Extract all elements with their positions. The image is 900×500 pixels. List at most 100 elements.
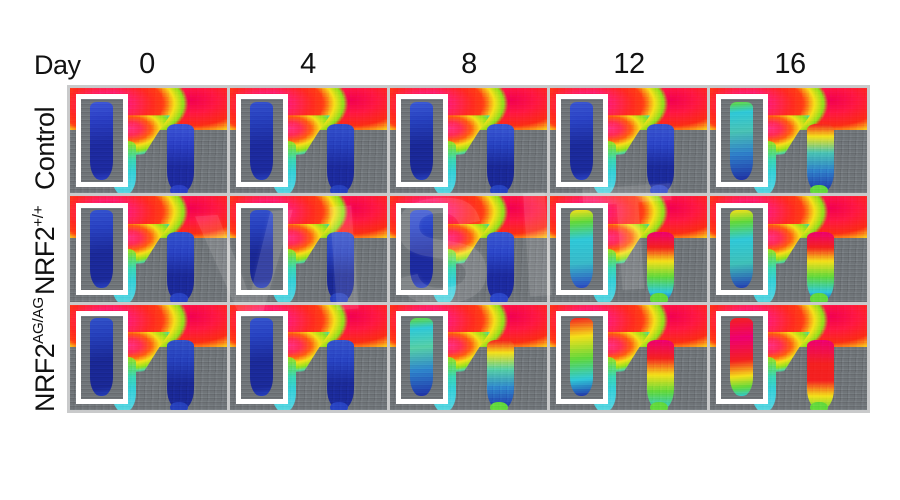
- ischemic-limb-region: [167, 232, 195, 302]
- roi-limb-perfusion: [729, 101, 754, 180]
- ischemic-foot-region: [650, 401, 668, 410]
- roi-highlight-box: [716, 202, 769, 296]
- perfusion-panel: [710, 88, 867, 194]
- roi-inset-scan: [81, 207, 124, 291]
- ischemic-limb-region: [487, 232, 515, 302]
- ischemic-limb-region: [647, 232, 675, 302]
- roi-highlight-box: [396, 202, 449, 296]
- roi-highlight-box: [556, 202, 609, 296]
- roi-inset-scan: [241, 207, 284, 291]
- roi-limb-perfusion: [409, 101, 434, 180]
- row-label-nrf2-ag-text: NRF2: [30, 343, 60, 412]
- roi-limb-perfusion: [729, 210, 754, 288]
- roi-limb-perfusion: [569, 101, 594, 180]
- ischemic-limb-region: [167, 340, 195, 410]
- perfusion-panel: [230, 196, 387, 302]
- perfusion-panel: [710, 304, 867, 410]
- roi-highlight-box: [556, 310, 609, 404]
- ischemic-limb-region: [807, 123, 835, 194]
- roi-limb-perfusion: [569, 318, 594, 397]
- ischemic-limb-region: [167, 123, 195, 194]
- ischemic-foot-region: [650, 184, 668, 194]
- row-label-nrf2-ag: NRF2AG/AG: [30, 297, 61, 412]
- perfusion-panel: [390, 88, 547, 194]
- row-label-nrf2-wt: NRF2+/+: [30, 206, 61, 295]
- roi-limb-perfusion: [249, 101, 274, 180]
- roi-limb-perfusion: [89, 210, 114, 288]
- roi-inset-scan: [721, 315, 764, 399]
- roi-highlight-box: [396, 310, 449, 404]
- ischemic-foot-region: [330, 293, 348, 302]
- column-header-day-12: 12: [613, 48, 645, 80]
- roi-limb-perfusion: [729, 318, 754, 397]
- roi-inset-scan: [561, 315, 604, 399]
- roi-inset-scan: [241, 99, 284, 182]
- ischemic-foot-region: [490, 401, 508, 410]
- roi-inset-scan: [561, 99, 604, 182]
- ischemic-foot-region: [170, 184, 188, 194]
- roi-inset-scan: [721, 207, 764, 291]
- roi-limb-perfusion: [409, 210, 434, 288]
- perfusion-panel: [70, 88, 227, 194]
- row-label-control-text: Control: [30, 107, 60, 190]
- roi-highlight-box: [716, 310, 769, 404]
- row-label-control: Control: [30, 107, 61, 190]
- perfusion-panel: [550, 88, 707, 194]
- perfusion-panel-grid: [67, 85, 870, 413]
- perfusion-panel: [550, 304, 707, 410]
- ischemic-limb-region: [487, 123, 515, 194]
- roi-inset-scan: [401, 207, 444, 291]
- ischemic-foot-region: [810, 293, 828, 302]
- ischemic-foot-region: [330, 184, 348, 194]
- roi-inset-scan: [241, 315, 284, 399]
- roi-limb-perfusion: [569, 210, 594, 288]
- perfusion-panel: [390, 196, 547, 302]
- ischemic-foot-region: [490, 184, 508, 194]
- perfusion-panel: [710, 196, 867, 302]
- roi-inset-scan: [561, 207, 604, 291]
- row-label-nrf2-wt-sup: +/+: [30, 205, 48, 227]
- ischemic-foot-region: [650, 293, 668, 302]
- roi-inset-scan: [721, 99, 764, 182]
- roi-highlight-box: [236, 310, 289, 404]
- roi-limb-perfusion: [409, 318, 434, 397]
- roi-highlight-box: [76, 202, 129, 296]
- ischemic-limb-region: [647, 340, 675, 410]
- roi-highlight-box: [76, 94, 129, 187]
- ischemic-foot-region: [170, 401, 188, 410]
- ischemic-foot-region: [810, 401, 828, 410]
- roi-inset-scan: [401, 315, 444, 399]
- ischemic-limb-region: [487, 340, 515, 410]
- roi-highlight-box: [716, 94, 769, 187]
- ischemic-limb-region: [807, 340, 835, 410]
- perfusion-panel: [70, 196, 227, 302]
- roi-highlight-box: [76, 310, 129, 404]
- roi-limb-perfusion: [89, 318, 114, 397]
- roi-highlight-box: [236, 202, 289, 296]
- ischemic-limb-region: [327, 232, 355, 302]
- column-header-day-8: 8: [461, 48, 477, 80]
- roi-inset-scan: [81, 315, 124, 399]
- column-header-day-4: 4: [300, 48, 316, 80]
- roi-limb-perfusion: [89, 101, 114, 180]
- roi-inset-scan: [81, 99, 124, 182]
- row-label-nrf2-wt-text: NRF2: [30, 226, 60, 295]
- roi-highlight-box: [236, 94, 289, 187]
- roi-highlight-box: [396, 94, 449, 187]
- roi-highlight-box: [556, 94, 609, 187]
- column-header-day-0: 0: [139, 48, 155, 80]
- ischemic-limb-region: [647, 123, 675, 194]
- ischemic-foot-region: [810, 184, 828, 194]
- ischemic-limb-region: [327, 123, 355, 194]
- day-axis-label: Day: [34, 50, 81, 80]
- roi-inset-scan: [401, 99, 444, 182]
- row-label-nrf2-ag-sup: AG/AG: [30, 297, 48, 344]
- perfusion-panel: [230, 88, 387, 194]
- perfusion-panel: [550, 196, 707, 302]
- perfusion-panel: [70, 304, 227, 410]
- perfusion-panel: [390, 304, 547, 410]
- ischemic-foot-region: [170, 293, 188, 302]
- roi-limb-perfusion: [249, 210, 274, 288]
- perfusion-panel: [230, 304, 387, 410]
